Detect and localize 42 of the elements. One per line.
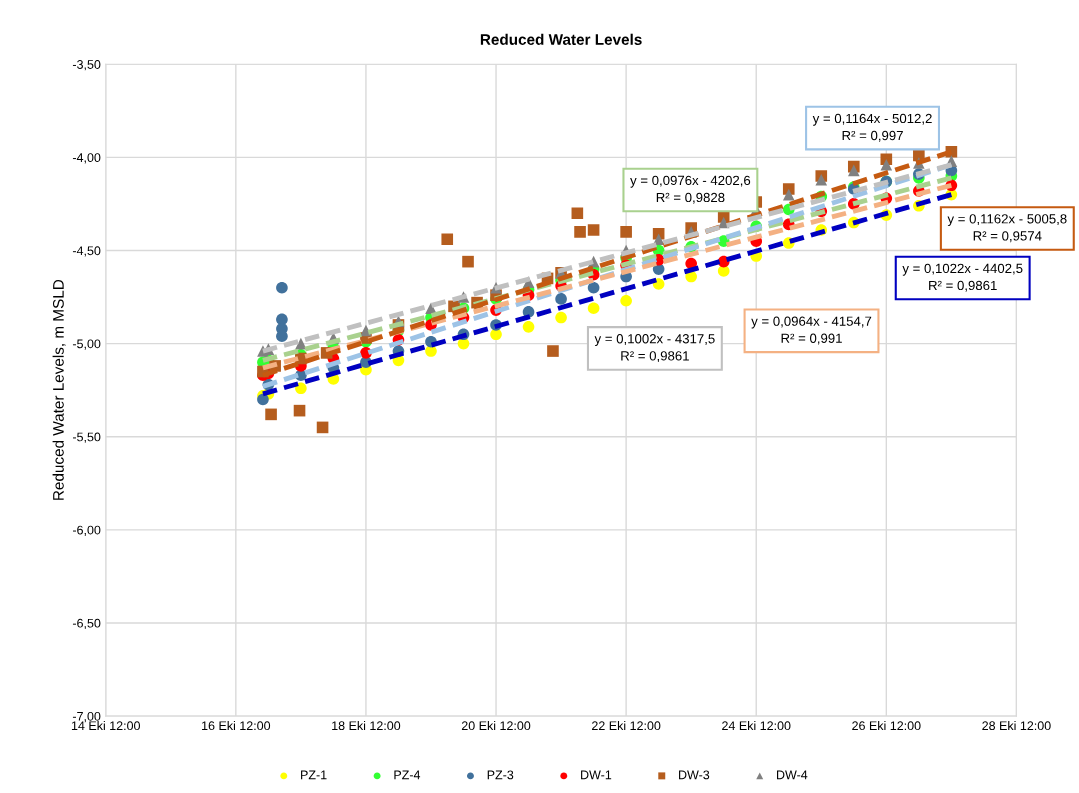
annotation: y = 0,1022x - 4402,5 R² = 0,9861	[902, 263, 1023, 292]
x-tick-label: 24 Eki 12:00	[722, 720, 791, 731]
annotation: y = 0,0976x - 4202,6 R² = 0,9828	[630, 175, 751, 204]
point	[847, 164, 860, 177]
legend-label: DW-3	[679, 770, 710, 780]
legend-label: DW-1	[581, 770, 612, 780]
y-tick-label: -6,00	[72, 525, 101, 536]
x-tick-label: 16 Eki 12:00	[202, 720, 271, 731]
legend-label: PZ-4	[394, 770, 421, 780]
legend-label: DW-4	[777, 770, 808, 780]
point	[555, 293, 567, 305]
chart-title: Reduced Water Levels	[480, 33, 642, 45]
legend-label: PZ-3	[487, 770, 514, 780]
point	[782, 188, 795, 201]
point	[587, 281, 600, 294]
point	[587, 302, 600, 315]
point	[425, 345, 437, 357]
x-tick-label: 22 Eki 12:00	[592, 720, 661, 731]
x-tick-label: 26 Eki 12:00	[852, 720, 921, 731]
x-tick-label: 28 Eki 12:00	[982, 720, 1051, 731]
x-tick-label: 18 Eki 12:00	[332, 720, 401, 731]
point	[295, 382, 307, 395]
annotation: y = 0,1162x - 5005,8 R² = 0,9574	[947, 214, 1067, 243]
y-tick-label: -5,00	[72, 339, 101, 350]
annotation: y = 0,0964x - 4154,7 R² = 0,991	[751, 316, 872, 345]
y-axis-title: Reduced Water Levels, m MSLD	[52, 279, 66, 500]
y-tick-label: -4,00	[72, 153, 101, 164]
annotation: y = 0,1002x - 4317,5 R² = 0,9861	[594, 334, 715, 363]
point	[295, 337, 307, 350]
y-tick-label: -4,50	[72, 246, 101, 257]
y-tick-label: -6,50	[72, 618, 101, 630]
x-tick-label: 20 Eki 12:00	[461, 720, 531, 731]
point	[522, 321, 535, 333]
annotation: y = 0,1164x - 5012,2 R² = 0,997	[812, 113, 932, 142]
y-tick-label: -5,50	[72, 432, 101, 443]
point	[880, 158, 893, 171]
y-tick-label: -3,50	[72, 60, 101, 71]
point	[815, 173, 828, 186]
y-tick-label: -7,00	[72, 711, 101, 723]
legend-label: PZ-1	[301, 770, 327, 780]
point	[620, 294, 632, 307]
point	[555, 311, 567, 324]
